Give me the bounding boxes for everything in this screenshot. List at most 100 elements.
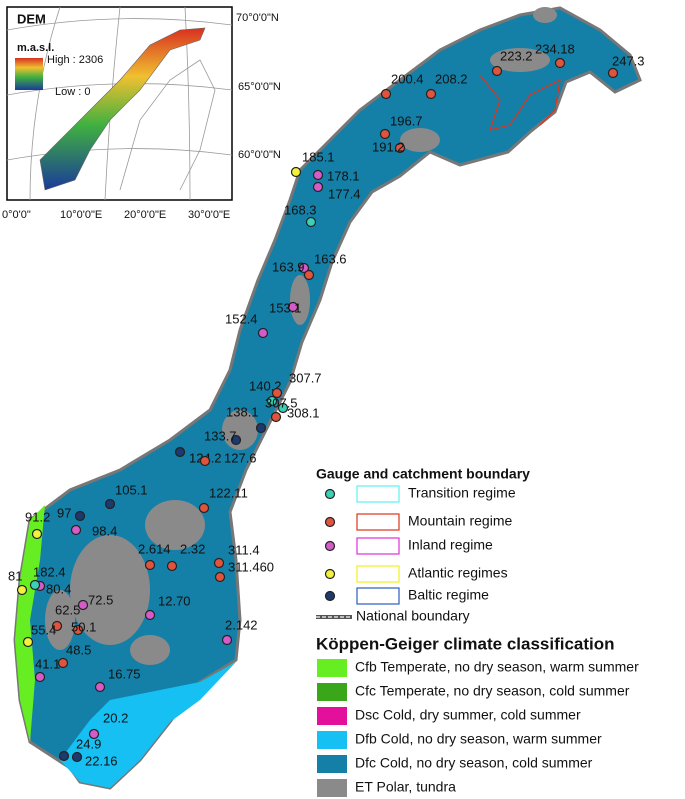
class-swatch (317, 707, 347, 725)
gauge-point (94, 681, 106, 693)
gauge-point (72, 624, 84, 636)
gauge-point (425, 88, 437, 100)
regime-dot (324, 568, 336, 580)
gauge-point (77, 599, 89, 611)
lat-label: 70°0'0"N (236, 12, 279, 24)
gauge-label: 50.1 (71, 619, 96, 634)
gauge-point (51, 620, 63, 632)
gauge-point (270, 411, 282, 423)
tundra-patches (45, 7, 557, 665)
gauge-point (298, 262, 310, 274)
class-swatch (317, 659, 347, 677)
legend-label: Mountain regime (408, 513, 512, 529)
regime-box (356, 537, 400, 555)
gauge-label: 72.5 (88, 592, 113, 607)
gauge-label: 97 (57, 505, 71, 520)
regime-box (356, 513, 400, 531)
gauge-label: 308.1 (287, 405, 320, 420)
gauge-point (491, 65, 503, 77)
lon-label: 10°0'0"E (60, 209, 102, 221)
gauge-point (31, 528, 43, 540)
gauge-label: 22.16 (85, 753, 118, 768)
legend: Gauge and catchment boundary National bo… (316, 466, 639, 797)
gauge-point (221, 634, 233, 646)
gauge-point (607, 67, 619, 79)
inset-low: Low : 0 (55, 86, 90, 98)
national-boundary (13, 6, 642, 790)
gauge-label: 307.5 (265, 395, 298, 410)
gauge-point (144, 559, 156, 571)
gauge-point (266, 395, 278, 407)
inset-high: High : 2306 (47, 54, 103, 66)
lon-label: 0°0'0" (2, 209, 31, 221)
gauge-label: 2.142 (225, 617, 258, 632)
legend-label: Baltic regime (408, 587, 489, 603)
gauge-point (214, 571, 226, 583)
gauge-label: 247.3 (612, 53, 645, 68)
gauge-label: 16.75 (108, 666, 141, 681)
lon-label: 20°0'0"E (124, 209, 166, 221)
gauge-label: 311.460 (228, 559, 274, 574)
gauge-point (166, 560, 178, 572)
lat-label: 60°0'0"N (238, 149, 281, 161)
legend-label: Dsc Cold, dry summer, cold summer (355, 707, 581, 723)
gauge-point (230, 434, 242, 446)
gauge-point (22, 636, 34, 648)
gauge-label: 234.18 (535, 41, 575, 56)
gauge-label: 178.1 (327, 168, 360, 183)
gauge-point (271, 387, 283, 399)
gauge-label: 208.2 (435, 71, 468, 86)
gauge-point (57, 657, 69, 669)
legend-label: Dfc Cold, no dry season, cold summer (355, 755, 593, 771)
gauge-label: 48.5 (66, 642, 91, 657)
gauge-label: 185.1 (302, 149, 335, 164)
legend-title: Köppen-Geiger climate classification (316, 634, 615, 653)
gauge-point (88, 728, 100, 740)
legend-label: ET Polar, tundra (355, 779, 456, 795)
gauge-label: 182.4 (33, 564, 66, 579)
gauge-point (379, 128, 391, 140)
gauge-label: 91.2 (25, 509, 50, 524)
gauge-point (104, 498, 116, 510)
gauge-point (198, 502, 210, 514)
gauge-point (16, 584, 28, 596)
gauge-label: 138.1 (226, 404, 259, 419)
gauge-label: 307.7 (289, 370, 322, 385)
gauge-label: 153.1 (269, 300, 302, 315)
lon-label: 30°0'0"E (188, 209, 230, 221)
legend-label: Inland regime (408, 537, 493, 553)
lat-label: 65°0'0"N (238, 81, 281, 93)
gauge-label: 168.3 (284, 202, 317, 217)
gauge-point (71, 751, 83, 763)
gauge-label: 81 (8, 568, 22, 583)
gauge-point (255, 422, 267, 434)
gauge-point (312, 181, 324, 193)
inset-title: DEM (17, 11, 46, 26)
regime-box (356, 587, 400, 605)
gauge-label: 122.11 (209, 485, 248, 500)
gauge-point (554, 57, 566, 69)
class-swatch (317, 683, 347, 701)
gauge-point (312, 169, 324, 181)
inset-map: DEM m.a.s.l. High : 2306 Low : 0 70°0'0"… (2, 6, 281, 221)
gauge-label: 163.9 (272, 259, 305, 274)
regime-dot (324, 540, 336, 552)
gauge-label: 98.4 (92, 523, 117, 538)
gauge-point (70, 524, 82, 536)
gauge-label: 152.4 (225, 311, 258, 326)
dfb-zone (60, 662, 236, 788)
gauge-label: 41.1 (35, 656, 60, 671)
gauge-point (290, 166, 302, 178)
gauge-point (213, 557, 225, 569)
gauge-label: 2.614 (138, 541, 171, 556)
gauge-point (34, 671, 46, 683)
gauge-point (29, 579, 41, 591)
gauge-label: 163.6 (314, 251, 347, 266)
gauge-point (58, 750, 70, 762)
gauge-label: 12.70 (158, 593, 191, 608)
gauge-point (174, 446, 186, 458)
gauge-point (303, 269, 315, 281)
cfb-zone (15, 505, 45, 742)
